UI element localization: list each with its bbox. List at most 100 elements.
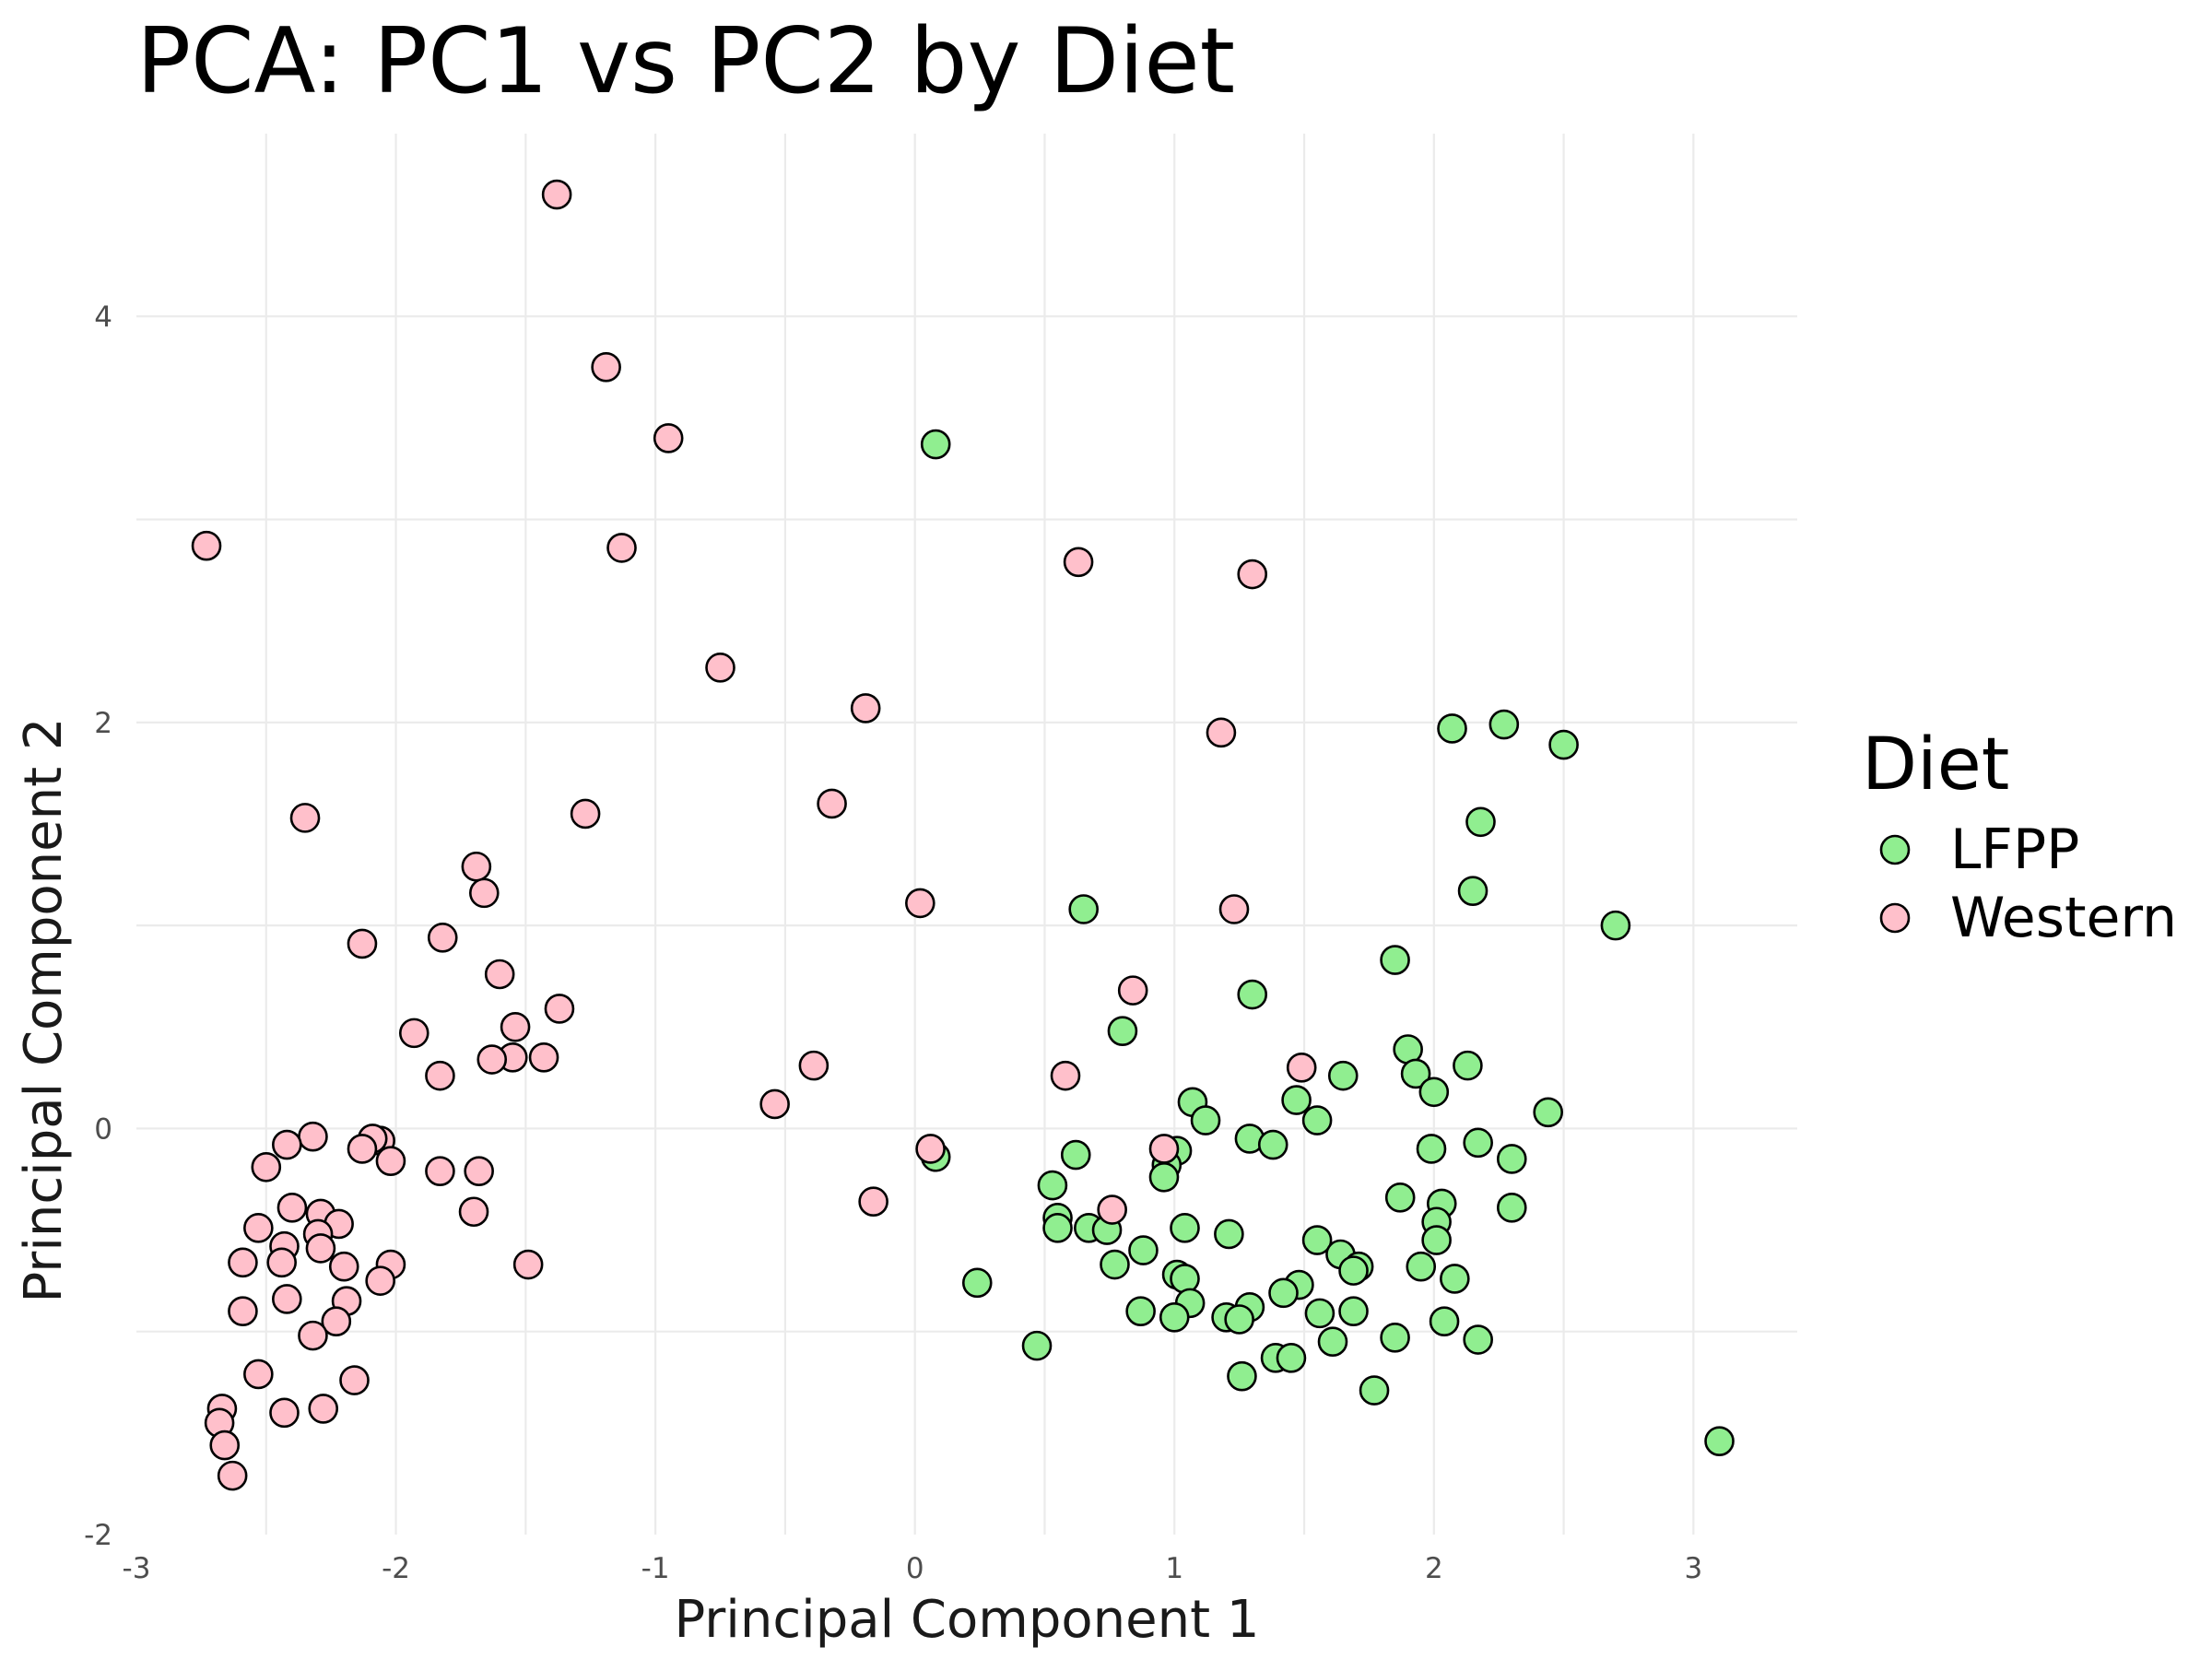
tick-label-layer: -3 -2 -1 0 1 2 3 -2 0 2 4 xyxy=(84,300,1702,1585)
data-point-western xyxy=(298,1121,328,1152)
data-point-western xyxy=(228,1247,258,1278)
data-point-lfpp xyxy=(1125,1296,1156,1326)
data-point-lfpp xyxy=(1317,1326,1348,1358)
data-point-lfpp xyxy=(1237,979,1268,1010)
data-point-lfpp xyxy=(1037,1170,1068,1201)
data-point-lfpp xyxy=(1704,1426,1735,1456)
data-point-western xyxy=(1218,894,1250,924)
data-point-western xyxy=(464,1156,494,1186)
data-point-western xyxy=(272,1129,302,1160)
data-point-western xyxy=(1206,717,1237,748)
data-point-western xyxy=(528,1042,559,1073)
data-point-western xyxy=(289,803,321,833)
data-point-western xyxy=(425,1060,455,1091)
data-point-lfpp xyxy=(1488,709,1520,740)
data-point-western xyxy=(541,179,572,210)
legend-title: Diet xyxy=(1862,724,2009,806)
data-point-lfpp xyxy=(1406,1251,1437,1282)
data-point-western xyxy=(243,1213,274,1243)
data-point-lfpp xyxy=(1159,1301,1190,1333)
data-point-western xyxy=(850,693,881,724)
data-point-western xyxy=(347,1134,378,1164)
data-point-western xyxy=(798,1050,830,1081)
data-point-lfpp xyxy=(1304,1298,1335,1329)
data-point-lfpp xyxy=(1224,1304,1254,1335)
legend-key-lfpp xyxy=(1879,834,1911,865)
data-point-western xyxy=(365,1265,395,1296)
x-tick-label: -1 xyxy=(641,1552,670,1585)
data-point-western xyxy=(1237,559,1268,590)
data-point-lfpp xyxy=(1384,1182,1416,1213)
data-point-lfpp xyxy=(1600,910,1631,941)
data-point-western xyxy=(1286,1053,1317,1083)
data-point-lfpp xyxy=(1380,945,1410,975)
data-point-western xyxy=(1117,975,1148,1006)
x-tick-label: 2 xyxy=(1425,1552,1443,1585)
x-tick-label: 3 xyxy=(1685,1552,1703,1585)
data-point-layer xyxy=(191,179,1735,1491)
legend-key-western xyxy=(1879,902,1911,934)
data-point-western xyxy=(817,788,847,819)
grid-layer xyxy=(136,134,1797,1535)
legend-label-lfpp: LFPP xyxy=(1950,818,2079,882)
data-point-lfpp xyxy=(1227,1360,1257,1392)
data-point-lfpp xyxy=(1021,1330,1053,1361)
data-point-western xyxy=(425,1156,455,1186)
data-point-lfpp xyxy=(1281,1085,1312,1115)
data-point-western xyxy=(375,1146,406,1176)
y-axis-title: Principal Component 2 xyxy=(14,718,74,1303)
data-point-western xyxy=(1148,1134,1180,1164)
data-point-lfpp xyxy=(1268,1277,1299,1309)
data-point-lfpp xyxy=(1465,806,1496,838)
data-point-western xyxy=(347,928,378,959)
data-point-lfpp xyxy=(1128,1235,1159,1265)
data-point-lfpp xyxy=(1440,1264,1470,1294)
data-point-lfpp xyxy=(1463,1127,1493,1159)
x-tick-label: 0 xyxy=(906,1552,924,1585)
data-point-western xyxy=(272,1284,302,1314)
legend: Diet LFPP Western xyxy=(1862,724,2177,950)
data-point-lfpp xyxy=(1276,1343,1307,1373)
data-point-lfpp xyxy=(1496,1144,1527,1174)
data-point-western xyxy=(905,888,935,919)
data-point-western xyxy=(276,1193,308,1223)
data-point-lfpp xyxy=(1359,1375,1390,1406)
data-point-western xyxy=(1050,1060,1081,1091)
data-point-western xyxy=(477,1044,508,1075)
data-point-lfpp xyxy=(1421,1225,1452,1255)
x-tick-label: -3 xyxy=(123,1552,151,1585)
data-point-western xyxy=(544,994,575,1024)
data-point-lfpp xyxy=(1418,1077,1450,1108)
data-point-western xyxy=(209,1430,241,1461)
data-point-lfpp xyxy=(1257,1129,1288,1160)
data-point-western xyxy=(606,533,637,563)
data-point-lfpp xyxy=(1301,1105,1333,1135)
data-point-lfpp xyxy=(1301,1225,1333,1255)
data-point-western xyxy=(570,798,601,830)
data-point-lfpp xyxy=(1170,1264,1200,1294)
data-point-western xyxy=(266,1247,297,1278)
data-point-western xyxy=(298,1320,328,1351)
legend-item-western: Western xyxy=(1879,886,2177,950)
data-point-western xyxy=(591,352,621,382)
data-point-western xyxy=(858,1186,888,1218)
data-point-lfpp xyxy=(1453,1050,1483,1081)
data-point-lfpp xyxy=(920,429,951,460)
data-point-lfpp xyxy=(1533,1097,1563,1128)
data-point-lfpp xyxy=(1100,1249,1130,1280)
data-point-lfpp xyxy=(1548,729,1579,760)
data-point-lfpp xyxy=(1214,1218,1244,1250)
data-point-western xyxy=(1063,547,1094,578)
data-point-lfpp xyxy=(1400,1058,1431,1089)
x-tick-label: -2 xyxy=(382,1552,410,1585)
data-point-lfpp xyxy=(1042,1213,1073,1243)
data-point-lfpp xyxy=(1496,1193,1527,1223)
data-point-western xyxy=(398,1018,429,1049)
data-point-western xyxy=(339,1365,370,1395)
y-tick-label: 2 xyxy=(94,707,112,740)
data-point-western xyxy=(759,1088,790,1120)
data-point-lfpp xyxy=(961,1267,993,1299)
data-point-lfpp xyxy=(1463,1324,1493,1355)
